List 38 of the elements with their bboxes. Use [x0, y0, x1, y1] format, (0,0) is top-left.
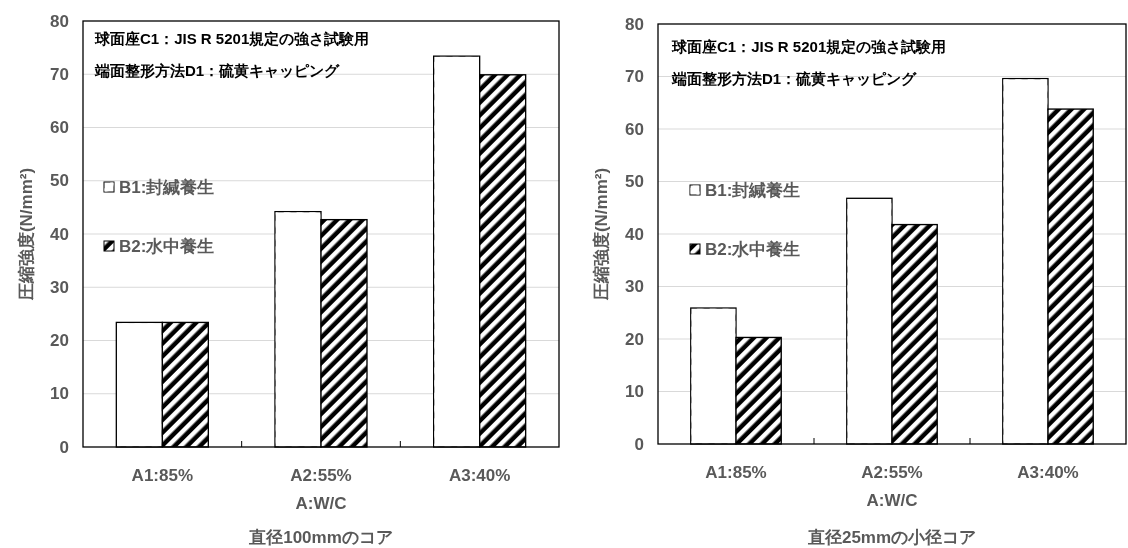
y-tick-label: 0	[634, 434, 644, 454]
legend-label: B2:水中養生	[119, 236, 215, 256]
x-tick-label: A2:55%	[290, 466, 352, 485]
x-tick-label: A1:85%	[131, 466, 194, 485]
y-axis-title: 圧縮強度(N/mm²)	[591, 167, 611, 302]
legend-label: B1:封緘養生	[705, 180, 801, 200]
x-tick-label: A2:55%	[861, 463, 923, 482]
y-tick-label: 10	[50, 384, 69, 404]
y-tick-label: 80	[50, 11, 69, 31]
y-tick-label: 50	[50, 171, 69, 191]
y-tick-label: 20	[50, 331, 69, 350]
y-tick-label: 50	[625, 172, 644, 191]
y-tick-label: 40	[50, 224, 69, 244]
y-tick-label: 70	[625, 67, 644, 86]
y-tick-label: 0	[59, 437, 69, 457]
y-tick-label: 20	[625, 329, 644, 349]
annotation: 端面整形方法D1：硫黄キャッピング	[94, 61, 341, 79]
y-tick-label: 60	[625, 119, 644, 139]
y-tick-label: 40	[625, 224, 644, 244]
x-axis-title: A:W/C	[295, 494, 347, 513]
x-tick-label: A1:85%	[705, 463, 767, 482]
text: 直径25mmの小径コア	[806, 528, 977, 547]
y-tick-label: 30	[625, 277, 644, 296]
legend-label: B2:水中養生	[705, 239, 801, 259]
x-axis-title: A:W/C	[866, 491, 918, 510]
annotation: 球面座C1：JIS R 5201規定の強さ試験用	[671, 37, 947, 55]
y-axis-title: 圧縮強度(N/mm²)	[16, 167, 36, 302]
y-tick-label: 60	[50, 118, 69, 137]
text: 直径100mmのコア	[248, 528, 393, 547]
y-tick-label: 10	[625, 382, 644, 401]
y-tick-label: 70	[50, 64, 69, 84]
x-tick-label: A3:40%	[1017, 463, 1079, 482]
x-tick-label: A3:40%	[448, 466, 511, 485]
legend-label: B1:封緘養生	[119, 177, 215, 197]
y-tick-label: 30	[50, 277, 69, 297]
annotation: 端面整形方法D1：硫黄キャッピング	[671, 69, 918, 87]
annotation: 球面座C1：JIS R 5201規定の強さ試験用	[94, 29, 370, 47]
y-tick-label: 80	[625, 14, 644, 34]
